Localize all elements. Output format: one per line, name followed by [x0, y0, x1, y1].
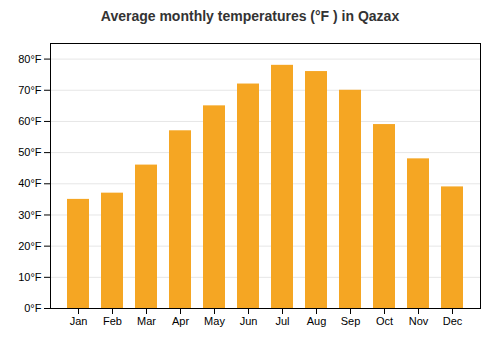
svg-text:Apr: Apr [172, 315, 189, 327]
svg-text:Jan: Jan [70, 315, 88, 327]
svg-text:Mar: Mar [137, 315, 156, 327]
svg-text:Dec: Dec [443, 315, 463, 327]
svg-text:50°F: 50°F [18, 146, 42, 158]
svg-text:0°F: 0°F [24, 302, 42, 314]
html-text:Average monthly temperatures (: Average monthly temperatures (°F ) in Qa… [100, 8, 400, 24]
svg-text:Sep: Sep [341, 315, 361, 327]
svg-text:30°F: 30°F [18, 208, 42, 220]
svg-text:80°F: 80°F [18, 53, 42, 65]
svg-text:Nov: Nov [409, 315, 429, 327]
svg-text:Jun: Jun [240, 315, 258, 327]
svg-text:70°F: 70°F [18, 84, 42, 96]
svg-text:Aug: Aug [307, 315, 327, 327]
svg-text:Oct: Oct [376, 315, 393, 327]
svg-text:40°F: 40°F [18, 177, 42, 189]
svg-text:May: May [204, 315, 225, 327]
svg-text:Jul: Jul [275, 315, 289, 327]
svg-text:60°F: 60°F [18, 115, 42, 127]
svg-text:10°F: 10°F [18, 271, 42, 283]
svg-text:20°F: 20°F [18, 240, 42, 252]
svg-text:Feb: Feb [103, 315, 122, 327]
